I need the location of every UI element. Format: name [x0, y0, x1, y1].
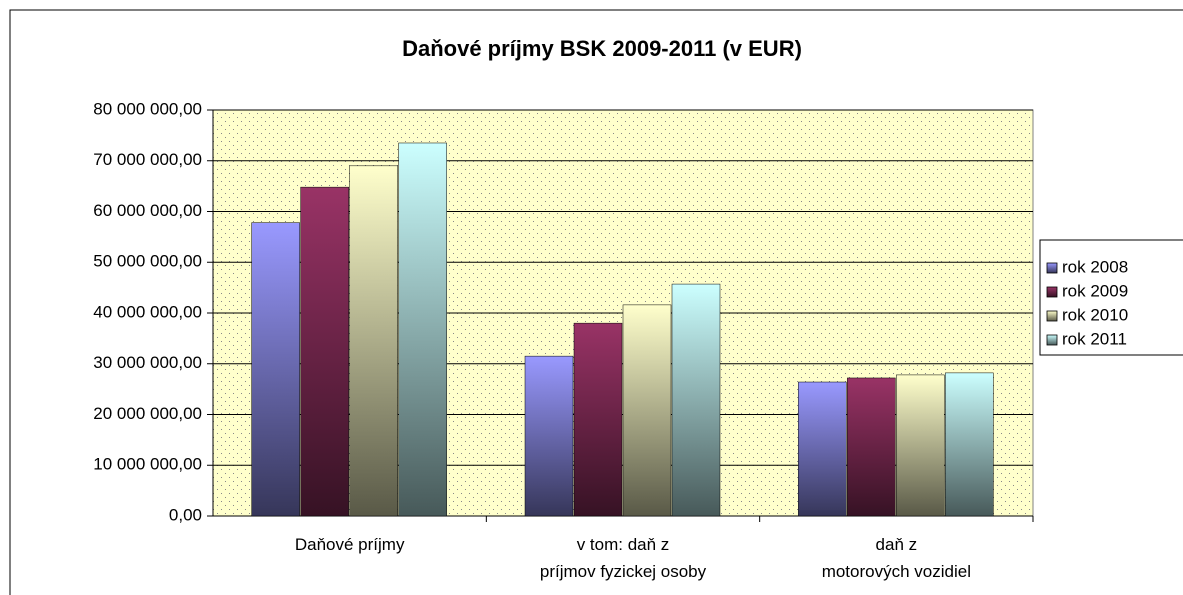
bar — [622, 304, 672, 517]
bar — [573, 322, 623, 517]
y-tick-label: 70 000 000,00 — [93, 150, 202, 169]
y-tick-label: 40 000 000,00 — [93, 302, 202, 321]
legend-swatch — [1046, 334, 1058, 346]
x-tick-label-line: motorových vozidiel — [822, 562, 971, 581]
x-tick-label: Daňové príjmy — [295, 535, 405, 554]
y-tick-label: 0,00 — [169, 505, 202, 524]
bar — [671, 283, 721, 517]
y-tick-label: 20 000 000,00 — [93, 404, 202, 423]
bar — [896, 374, 945, 517]
y-tick-label: 10 000 000,00 — [93, 455, 202, 474]
y-tick-label: 80 000 000,00 — [93, 99, 202, 118]
x-tick-label-line: príjmov fyzickej osoby — [540, 562, 707, 581]
bar — [945, 372, 994, 517]
bar — [847, 377, 896, 517]
y-tick-label: 50 000 000,00 — [93, 252, 202, 271]
bar — [524, 355, 574, 517]
chart-title: Daňové príjmy BSK 2009-2011 (v EUR) — [402, 36, 802, 61]
x-tick-label-line: v tom: daň z — [577, 535, 670, 554]
bar — [349, 165, 398, 517]
y-tick-label: 60 000 000,00 — [93, 201, 202, 220]
legend-label: rok 2008 — [1062, 257, 1128, 276]
x-tick-label-line: daň z — [876, 535, 918, 554]
legend-label: rok 2010 — [1062, 305, 1128, 324]
bar — [251, 222, 300, 517]
x-tick-label: v tom: daň z príjmov fyzickej osoby — [540, 535, 707, 581]
x-tick-label: daň z motorových vozidiel — [822, 535, 971, 581]
legend-label: rok 2011 — [1062, 329, 1127, 348]
legend-swatch — [1046, 310, 1058, 322]
x-tick-label-line: Daňové príjmy — [295, 535, 405, 554]
bar — [300, 186, 349, 517]
legend-swatch — [1046, 286, 1058, 298]
legend-swatch — [1046, 262, 1058, 274]
bar — [798, 381, 847, 517]
legend-label: rok 2009 — [1062, 281, 1128, 300]
legend — [1039, 239, 1183, 356]
y-tick-label: 30 000 000,00 — [93, 353, 202, 372]
bar — [398, 142, 447, 517]
